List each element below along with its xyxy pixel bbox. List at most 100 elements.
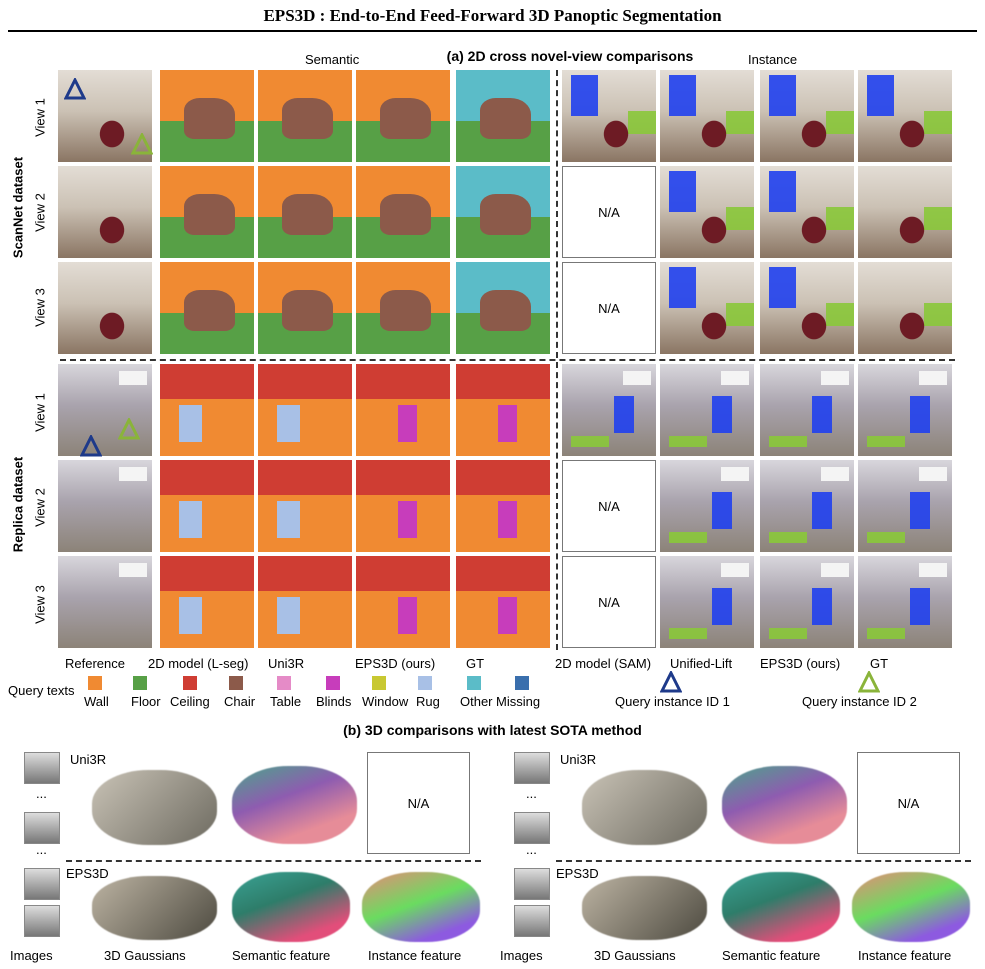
instance-mask-2	[725, 207, 754, 231]
instance-mask	[909, 588, 931, 625]
semantic-result-image	[356, 460, 450, 552]
semantic-result-image	[160, 364, 254, 456]
semantic-header: Semantic	[305, 52, 360, 67]
query-instance-1-label: Query instance ID 1	[615, 694, 730, 709]
semantic-result-image	[160, 262, 254, 354]
instance-result-image	[858, 364, 952, 456]
na-panel: N/A	[367, 752, 470, 854]
part-b-column-label: Semantic feature	[722, 948, 821, 963]
part-b-column-label: Images	[500, 948, 543, 963]
na-panel: N/A	[562, 556, 656, 648]
column-label: GT	[870, 656, 889, 671]
dataset-label-replica: Replica dataset	[10, 456, 26, 553]
query-instance-2-icon	[118, 418, 140, 440]
instance-mask	[711, 396, 733, 433]
part-b-column-label: Instance feature	[368, 948, 462, 963]
input-image-thumbnail	[514, 868, 550, 900]
view-label-s1: View 1	[32, 98, 48, 137]
instance-result-image	[760, 166, 854, 258]
instance-mask-2	[825, 303, 854, 327]
instance-result-image	[858, 460, 952, 552]
semantic-result-image	[258, 364, 352, 456]
na-text: N/A	[598, 498, 620, 514]
column-label: Unified-Lift	[670, 656, 733, 671]
instance-mask	[769, 170, 796, 212]
instance-mask-2	[825, 111, 854, 135]
instance-mask	[909, 396, 931, 433]
instance-mask	[811, 492, 833, 529]
instance-result-image	[660, 364, 754, 456]
semantic-feature-render	[722, 766, 847, 844]
legend-entry: Blinds	[316, 694, 352, 709]
semantic-result-image	[160, 70, 254, 162]
na-panel: N/A	[562, 460, 656, 552]
instance-header: Instance	[748, 52, 798, 67]
semantic-result-image	[456, 460, 550, 552]
legend-swatch	[372, 676, 386, 690]
legend-swatch	[515, 676, 529, 690]
instance-result-image	[858, 262, 952, 354]
na-text: N/A	[598, 204, 620, 220]
instance-mask	[669, 266, 696, 308]
method-label-uni3r: Uni3R	[560, 752, 597, 767]
section-a-title: (a) 2D cross novel-view comparisons	[446, 48, 694, 64]
instance-mask	[811, 588, 833, 625]
reference-image	[58, 556, 152, 648]
instance-result-image	[660, 70, 754, 162]
query-instance-2-label: Query instance ID 2	[802, 694, 917, 709]
instance-mask	[867, 74, 894, 116]
instance-mask-2	[825, 207, 854, 231]
legend-swatch	[326, 676, 340, 690]
semantic-feature-render	[232, 766, 357, 844]
ellipsis: ...	[526, 786, 537, 801]
instance-result-image	[760, 556, 854, 648]
instance-result-image	[760, 364, 854, 456]
instance-mask-2	[627, 111, 656, 135]
instance-result-image	[562, 70, 656, 162]
instance-result-image	[660, 556, 754, 648]
na-panel: N/A	[857, 752, 960, 854]
legend-entry: Rug	[416, 694, 440, 709]
semantic-result-image	[456, 556, 550, 648]
column-label: 2D model (L-seg)	[148, 656, 249, 671]
reference-image	[58, 70, 152, 162]
column-label: 2D model (SAM)	[555, 656, 652, 671]
view-label-r3: View 3	[32, 585, 48, 624]
gaussian-render	[582, 876, 707, 940]
instance-mask-2	[867, 627, 905, 639]
instance-mask	[711, 492, 733, 529]
dataset-divider	[60, 359, 955, 361]
reference-image	[58, 460, 152, 552]
ellipsis: ...	[36, 842, 47, 857]
semantic-result-image	[356, 70, 450, 162]
gaussian-render	[92, 770, 217, 845]
query-instance-1-legend-icon	[660, 671, 682, 693]
instance-result-image	[660, 460, 754, 552]
semantic-result-image	[356, 262, 450, 354]
input-image-thumbnail	[24, 905, 60, 937]
instance-mask	[769, 266, 796, 308]
section-b-title: (b) 3D comparisons with latest SOTA meth…	[343, 722, 642, 738]
instance-mask	[613, 396, 635, 433]
method-label-eps3d: EPS3D	[556, 866, 599, 881]
reference-image	[58, 364, 152, 456]
instance-mask-2	[669, 531, 707, 543]
instance-feature-render	[852, 872, 970, 942]
semantic-result-image	[160, 166, 254, 258]
instance-result-image	[858, 166, 952, 258]
instance-mask	[811, 396, 833, 433]
semantic-result-image	[258, 166, 352, 258]
legend-entry: Missing	[496, 694, 541, 709]
part-b-column-label: Semantic feature	[232, 948, 331, 963]
semantic-feature-render	[232, 872, 350, 942]
query-instance-1-icon	[80, 435, 102, 457]
legend-swatch	[467, 676, 481, 690]
instance-mask-2	[725, 303, 754, 327]
ellipsis: ...	[36, 786, 47, 801]
semantic-feature-render	[722, 872, 840, 942]
view-label-s2: View 2	[32, 193, 48, 232]
instance-mask	[669, 74, 696, 116]
semantic-result-image	[456, 70, 550, 162]
legend-swatch	[418, 676, 432, 690]
semantic-result-image	[160, 460, 254, 552]
